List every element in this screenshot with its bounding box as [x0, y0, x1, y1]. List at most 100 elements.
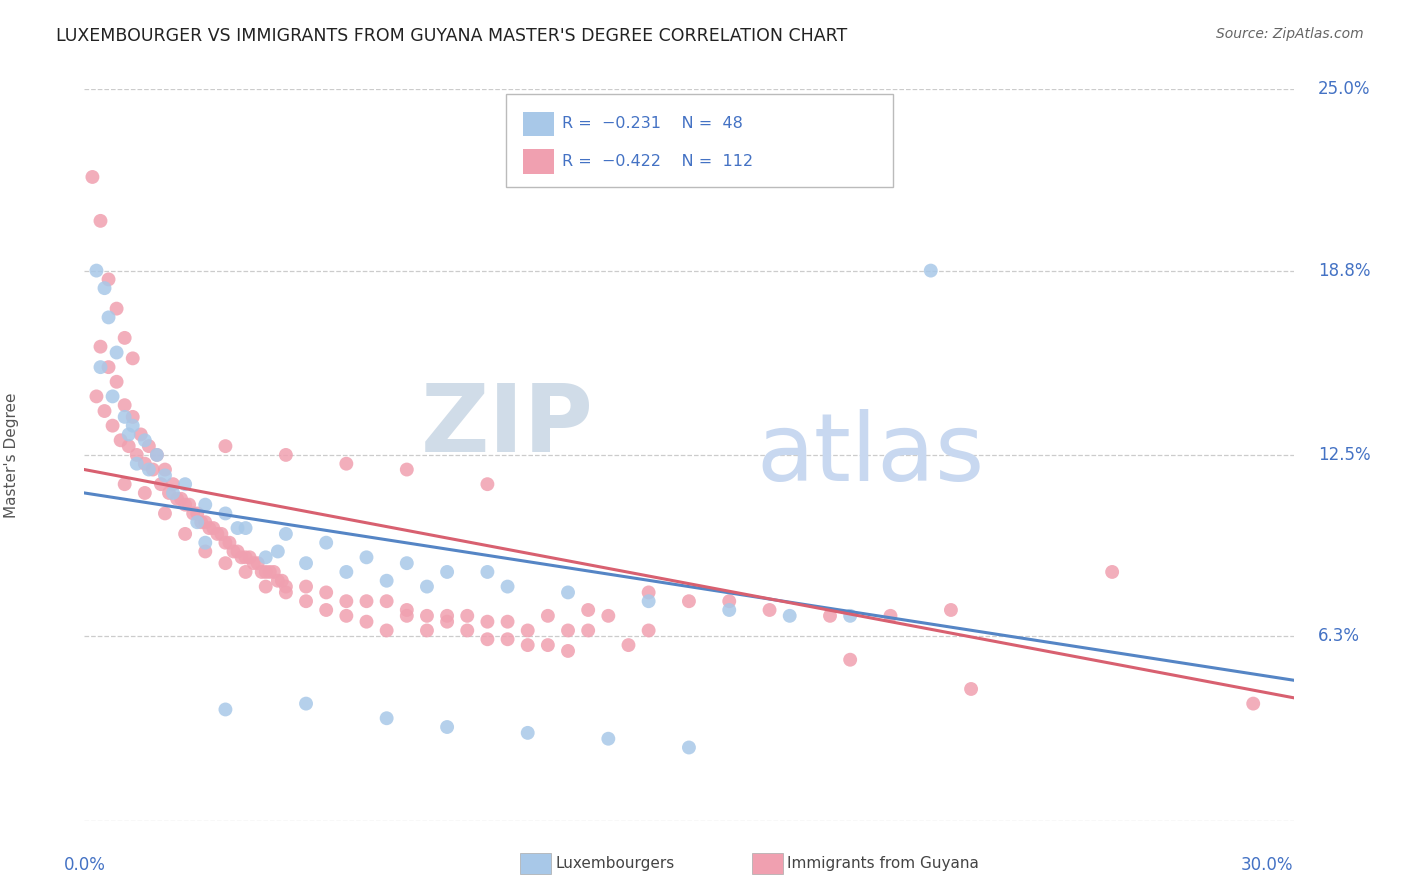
- Point: [920, 263, 942, 277]
- Point: [267, 544, 290, 558]
- Point: [226, 544, 249, 558]
- Point: [146, 448, 169, 462]
- Point: [637, 585, 659, 599]
- Point: [557, 624, 579, 638]
- Point: [516, 726, 538, 740]
- Point: [537, 638, 560, 652]
- Point: [537, 608, 560, 623]
- Point: [576, 603, 599, 617]
- Point: [190, 515, 212, 529]
- Point: [496, 632, 519, 647]
- Point: [274, 580, 297, 594]
- Point: [239, 550, 262, 565]
- Point: [97, 310, 120, 325]
- Text: 6.3%: 6.3%: [1317, 627, 1360, 645]
- Point: [138, 439, 160, 453]
- Point: [214, 556, 236, 570]
- Text: Immigrants from Guyana: Immigrants from Guyana: [787, 856, 979, 871]
- Point: [477, 477, 499, 491]
- Point: [315, 603, 337, 617]
- Point: [218, 535, 240, 549]
- Point: [375, 594, 398, 608]
- Point: [105, 375, 128, 389]
- Point: [125, 457, 148, 471]
- Point: [496, 615, 519, 629]
- Point: [718, 594, 741, 608]
- Point: [335, 565, 357, 579]
- Point: [274, 448, 297, 462]
- Point: [557, 585, 579, 599]
- Point: [97, 360, 120, 375]
- Point: [114, 331, 136, 345]
- Point: [436, 608, 458, 623]
- Point: [637, 594, 659, 608]
- Point: [121, 351, 143, 366]
- Point: [194, 498, 217, 512]
- Point: [270, 574, 292, 588]
- Point: [174, 527, 197, 541]
- Point: [231, 550, 253, 565]
- Point: [194, 544, 217, 558]
- Text: 18.8%: 18.8%: [1317, 261, 1371, 279]
- Point: [209, 527, 232, 541]
- Point: [598, 608, 620, 623]
- Point: [758, 603, 780, 617]
- Point: [678, 740, 700, 755]
- Point: [101, 418, 124, 433]
- Point: [395, 608, 418, 623]
- Point: [335, 457, 357, 471]
- Point: [274, 585, 297, 599]
- Point: [254, 565, 277, 579]
- Point: [295, 556, 318, 570]
- Point: [114, 477, 136, 491]
- Point: [153, 462, 176, 476]
- Point: [496, 580, 519, 594]
- Point: [153, 468, 176, 483]
- Point: [162, 477, 184, 491]
- Point: [105, 345, 128, 359]
- Point: [174, 498, 197, 512]
- Point: [315, 535, 337, 549]
- Point: [356, 550, 378, 565]
- Point: [93, 404, 115, 418]
- Point: [254, 550, 277, 565]
- Point: [416, 608, 439, 623]
- Point: [114, 398, 136, 412]
- Text: LUXEMBOURGER VS IMMIGRANTS FROM GUYANA MASTER'S DEGREE CORRELATION CHART: LUXEMBOURGER VS IMMIGRANTS FROM GUYANA M…: [56, 27, 848, 45]
- Point: [166, 491, 188, 506]
- Point: [93, 281, 115, 295]
- Point: [134, 457, 156, 471]
- Point: [516, 624, 538, 638]
- Point: [198, 521, 221, 535]
- Point: [436, 615, 458, 629]
- Point: [138, 462, 160, 476]
- Point: [250, 565, 273, 579]
- Point: [295, 594, 318, 608]
- Text: R =  −0.231    N =  48: R = −0.231 N = 48: [562, 117, 744, 131]
- Point: [105, 301, 128, 316]
- Point: [557, 644, 579, 658]
- Point: [157, 486, 180, 500]
- Point: [617, 638, 640, 652]
- Point: [1241, 697, 1264, 711]
- Point: [110, 434, 132, 448]
- Point: [295, 697, 318, 711]
- Point: [395, 603, 418, 617]
- Point: [818, 608, 841, 623]
- Point: [246, 556, 269, 570]
- Point: [118, 427, 141, 442]
- Point: [939, 603, 962, 617]
- Point: [960, 681, 983, 696]
- Point: [678, 594, 700, 608]
- Text: 30.0%: 30.0%: [1241, 855, 1294, 874]
- Point: [879, 608, 901, 623]
- Point: [89, 340, 111, 354]
- Point: [267, 574, 290, 588]
- Point: [82, 169, 104, 184]
- Point: [194, 515, 217, 529]
- Point: [118, 439, 141, 453]
- Point: [214, 702, 236, 716]
- Point: [226, 521, 249, 535]
- Point: [436, 565, 458, 579]
- Point: [134, 434, 156, 448]
